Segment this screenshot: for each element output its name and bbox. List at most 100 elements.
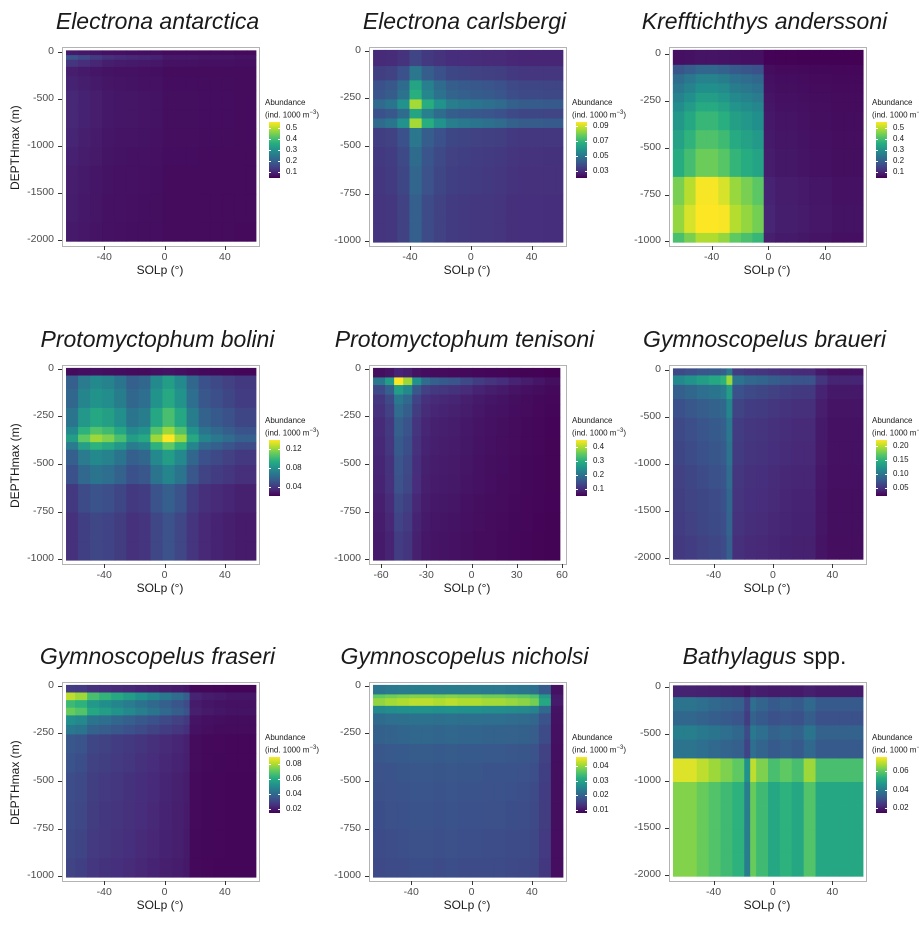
heatmap-cell — [201, 801, 215, 830]
heatmap-cell — [520, 436, 534, 456]
heatmap-cell — [791, 399, 805, 419]
heatmap-cell — [768, 375, 781, 386]
heatmap — [66, 684, 257, 878]
heatmap-cell — [210, 55, 224, 61]
heatmap-cell — [469, 743, 482, 764]
heatmap-cell — [706, 176, 719, 206]
heatmap-cell — [505, 724, 519, 745]
y-tick-mark — [665, 147, 669, 149]
heatmap-cell — [373, 455, 386, 475]
heatmap-cell — [854, 148, 864, 178]
heatmap-cell — [695, 232, 708, 243]
heatmap-cell — [550, 782, 564, 802]
heatmap-cell — [138, 128, 151, 148]
heatmap-cell — [385, 705, 398, 714]
heatmap-cell — [237, 724, 251, 735]
heatmap-cell — [90, 465, 103, 485]
heatmap-cell — [385, 417, 395, 437]
heatmap-cell — [138, 388, 151, 409]
heatmap-cell — [684, 739, 698, 759]
heatmap-cell — [66, 442, 79, 451]
heatmap-cell — [385, 743, 398, 764]
heatmap-cell — [469, 829, 482, 859]
heatmap-cell — [532, 385, 546, 395]
heatmap-cell — [791, 384, 805, 400]
heatmap-cell — [505, 801, 519, 830]
heatmap-cell — [484, 377, 498, 386]
heatmap-cell — [123, 858, 136, 878]
heatmap-cell — [555, 223, 564, 243]
heatmap-cell — [397, 194, 410, 224]
heatmap-cell — [234, 449, 248, 466]
heatmap-cell — [246, 194, 257, 223]
heatmap-cell — [445, 743, 458, 764]
heatmap-cell — [78, 109, 91, 129]
heatmap-cell — [403, 385, 413, 395]
heatmap-cell — [791, 441, 805, 466]
chart-title-species: Gymnoscopelus fraseri — [39, 643, 276, 669]
heatmap-cell — [538, 684, 552, 695]
heatmap-cell — [775, 232, 787, 243]
heatmap-cell — [433, 127, 447, 148]
heatmap-cell — [189, 707, 203, 716]
heatmap-cell — [246, 426, 257, 435]
heatmap-cell — [210, 194, 224, 223]
y-tick-label: -500 — [339, 774, 361, 786]
heatmap-cell — [66, 434, 79, 443]
legend-units: (ind. 1000 m−3) — [872, 426, 919, 439]
heatmap-cell — [708, 399, 721, 419]
heatmap-cell — [246, 50, 257, 56]
heatmap-cell — [768, 805, 781, 830]
heatmap-cell — [174, 66, 188, 77]
heatmap-cell — [496, 367, 510, 378]
heatmap-cell — [720, 512, 727, 537]
legend-units: (ind. 1000 m−3) — [265, 108, 335, 121]
heatmap-cell — [458, 166, 471, 195]
heatmap-cell — [246, 222, 257, 242]
x-tick-label: -40 — [704, 251, 720, 263]
heatmap-cell — [696, 535, 710, 560]
heatmap-cell — [529, 705, 540, 714]
heatmap-cell — [520, 512, 534, 533]
heatmap-cell — [75, 715, 88, 726]
heatmap-cell — [684, 384, 698, 400]
heatmap-cell — [538, 829, 552, 859]
heatmap-cell — [249, 801, 257, 830]
heatmap-cell — [448, 512, 461, 533]
heatmap-cell — [756, 685, 769, 698]
heatmap-cell — [171, 700, 185, 709]
heatmap-cell — [102, 50, 115, 56]
legend-tick-label: 0.04 — [893, 784, 909, 794]
heatmap-cell — [135, 724, 148, 735]
heatmap-cell — [831, 111, 844, 131]
heatmap-cell — [445, 694, 458, 699]
heatmap-cell — [531, 49, 544, 67]
heatmap-cell — [457, 698, 470, 707]
legend-units-exponent: −3 — [309, 110, 317, 116]
heatmap-cell — [198, 484, 212, 513]
heatmap-cell — [385, 436, 395, 456]
heatmap-cell — [433, 66, 447, 81]
heatmap-cell — [469, 698, 482, 707]
heatmap-cell — [150, 76, 163, 91]
heatmap-cell — [531, 166, 544, 195]
chart-title-species: Electrona antarctica — [55, 8, 260, 34]
heatmap-cell — [111, 753, 124, 773]
heatmap-cell — [448, 394, 461, 405]
heatmap-cell — [373, 118, 386, 129]
heatmap-cell — [210, 541, 224, 561]
heatmap-cell — [469, 782, 482, 802]
heatmap-cell — [225, 684, 239, 693]
legend-tick-mark — [885, 172, 887, 174]
heatmap-cell — [373, 66, 386, 81]
heatmap-cell — [126, 367, 139, 376]
x-tick-mark — [410, 246, 412, 250]
x-tick-label: -40 — [705, 569, 722, 581]
heatmap-cell — [162, 367, 175, 376]
heatmap-cell — [827, 711, 840, 726]
heatmap-cell — [494, 66, 508, 81]
y-tick-label: -1000 — [27, 139, 54, 151]
heatmap-cell — [87, 801, 100, 830]
heatmap-cell — [135, 829, 148, 859]
heatmap-cell — [102, 449, 115, 466]
